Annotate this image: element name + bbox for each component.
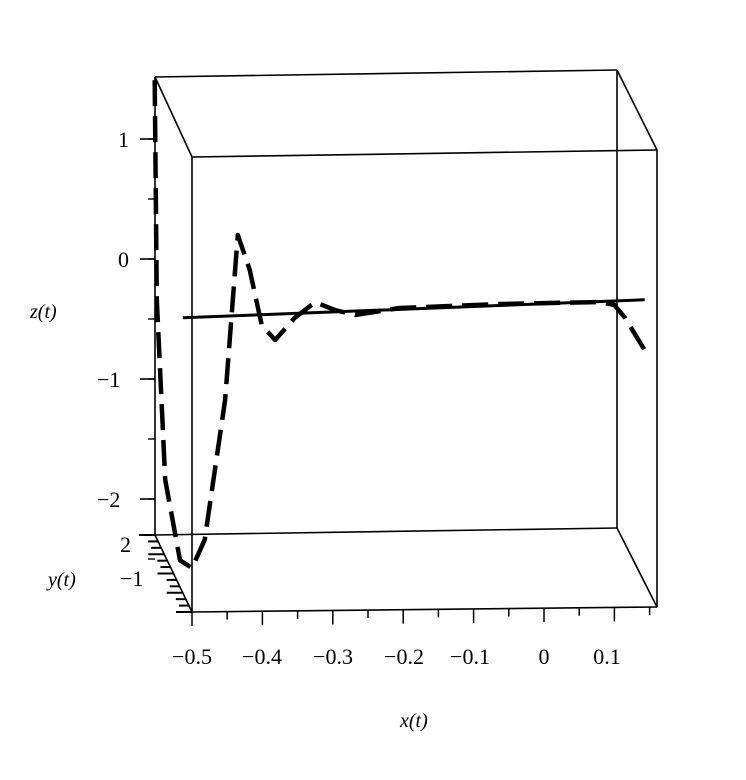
z-tick-label: 0: [118, 247, 129, 272]
z-tick-label: 1: [118, 127, 129, 152]
y-tick-label: 2: [120, 532, 131, 557]
dashed-curve: [152, 80, 647, 571]
z-tick-label: −2: [97, 487, 120, 512]
y-tick-label: −1: [120, 566, 143, 591]
x-tick-label: −0.4: [242, 644, 282, 669]
z-axis-label: z(t): [29, 301, 57, 323]
curves: [152, 80, 647, 571]
x-tick-label: −0.3: [313, 644, 353, 669]
x-tick-label: 0: [539, 644, 550, 669]
z-tick-label: −1: [97, 367, 120, 392]
tick-labels: 1 0 −1 −2 2 −1 −0.5 −0.4 −0.3 −0.2 −0.1 …: [97, 127, 621, 669]
y-axis-label: y(t): [46, 569, 76, 591]
axis-ticks: [139, 138, 651, 626]
x-axis-label: x(t): [399, 710, 428, 732]
x-tick-label: −0.2: [384, 644, 424, 669]
x-tick-label: −0.5: [172, 644, 212, 669]
x-tick-label: −0.1: [450, 644, 490, 669]
solid-curve: [182, 298, 645, 320]
x-tick-label: 0.1: [593, 644, 621, 669]
